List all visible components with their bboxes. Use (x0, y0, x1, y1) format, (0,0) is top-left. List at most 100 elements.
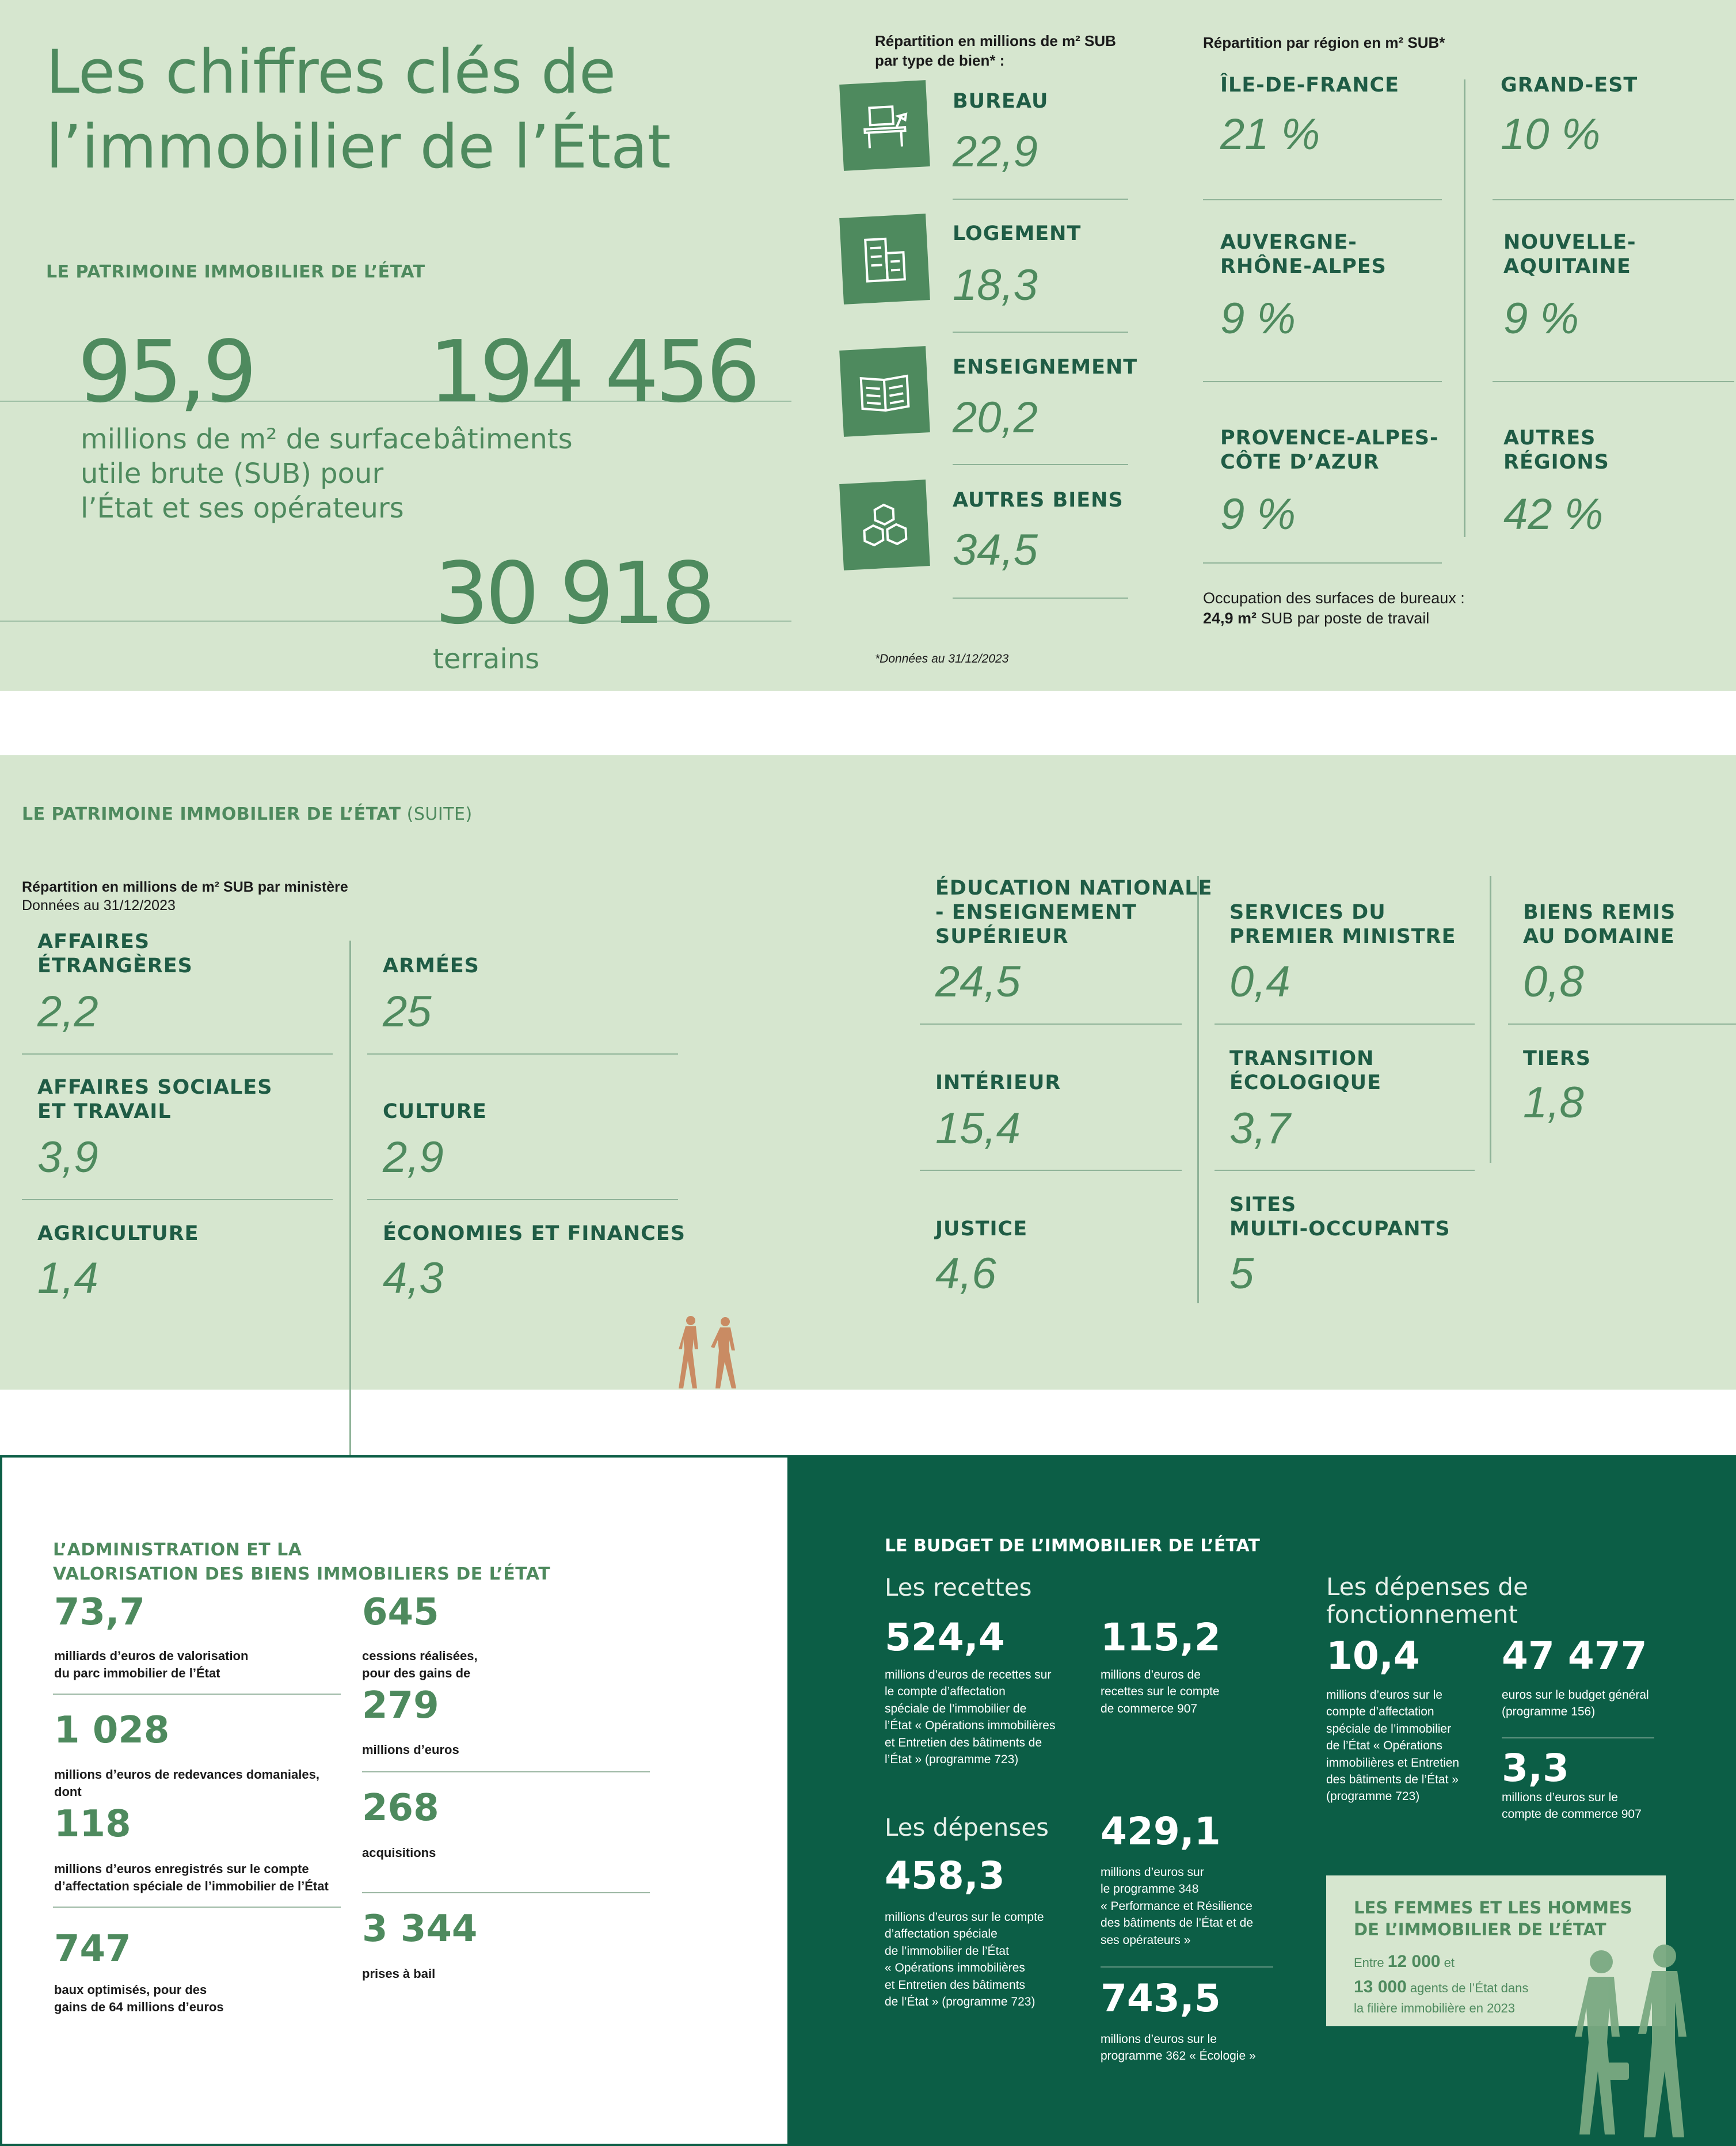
divider (53, 1907, 341, 1908)
ministries-panel: LE PATRIMOINE IMMOBILIER DE L’ÉTAT (SUIT… (0, 755, 1736, 1485)
divider (1197, 876, 1199, 1303)
admin-label: millions d’euros (362, 1742, 459, 1757)
section-label: LE PATRIMOINE IMMOBILIER DE L’ÉTAT (46, 262, 425, 282)
staff-text: Entre 12 000 et 13 000 agents de l’État … (1354, 1952, 1529, 2015)
walking-people-illustration (1575, 1945, 1686, 2137)
region-value-idf: 21 % (1220, 110, 1320, 159)
divider (1464, 79, 1465, 537)
ministry-label: SITES MULTI-OCCUPANTS (1229, 1193, 1451, 1241)
divider (1490, 876, 1491, 1163)
divider (1493, 199, 1734, 200)
admin-label: milliards d’euros de valorisation du par… (54, 1649, 249, 1680)
ministry-value: 25 (383, 987, 432, 1036)
ministry-label: ARMÉES (383, 954, 479, 977)
type-label-logement: LOGEMENT (953, 222, 1082, 245)
divider (0, 621, 791, 622)
region-value-paca: 9 % (1220, 490, 1296, 539)
region-label-autres: AUTRES RÉGIONS (1503, 427, 1609, 474)
ministry-label: TRANSITION ÉCOLOGIQUE (1229, 1047, 1381, 1094)
region-label-paca: PROVENCE-ALPES- CÔTE D’AZUR (1220, 427, 1439, 474)
budget-label: millions d’euros sur le compte d’affecta… (1326, 1688, 1460, 1803)
divider (953, 464, 1128, 465)
type-label-bureau: BUREAU (953, 90, 1049, 113)
ministry-value: 4,3 (383, 1254, 444, 1303)
stat-label-buildings: bâtiments (433, 423, 573, 455)
section-label: L’ADMINISTRATION ET LA VALORISATION DES … (53, 1540, 551, 1584)
ministry-label: BIENS REMIS AU DOMAINE (1523, 901, 1676, 948)
budget-value: 458,3 (885, 1854, 1005, 1898)
region-label-na: NOUVELLE- AQUITAINE (1503, 231, 1636, 278)
type-heading: Répartition en millions de m² SUB par ty… (875, 32, 1116, 69)
footnote: *Données au 31/12/2023 (875, 652, 1009, 665)
stat-label-sub: millions de m² de surface utile brute (S… (81, 423, 432, 524)
budget-panel: LE BUDGET DE L’IMMOBILIER DE L’ÉTAT Les … (790, 1455, 1736, 2146)
admin-value: 118 (54, 1803, 131, 1846)
divider (953, 332, 1128, 333)
type-label-autres: AUTRES BIENS (953, 489, 1124, 512)
boxes-icon (839, 480, 930, 570)
budget-label: millions d’euros sur le programme 362 « … (1101, 2033, 1256, 2063)
ministry-value: 3,9 (37, 1133, 98, 1182)
divider (22, 1053, 333, 1055)
divider (53, 1694, 341, 1695)
building-icon (839, 214, 930, 305)
ministry-label: JUSTICE (935, 1217, 1028, 1241)
divider (1215, 1170, 1475, 1171)
ministry-label: AFFAIRES SOCIALES ET TRAVAIL (37, 1076, 273, 1123)
staff-title: LES FEMMES ET LES HOMMES DE L’IMMOBILIER… (1354, 1898, 1632, 1939)
section-label: LE PATRIMOINE IMMOBILIER DE L’ÉTAT (SUIT… (22, 804, 473, 824)
depenses-heading: Les dépenses (885, 1813, 1049, 1841)
ministry-value: 0,4 (1229, 957, 1290, 1006)
divider (367, 1199, 678, 1200)
admin-label: prises à bail (362, 1966, 436, 1981)
ministry-value: 2,2 (37, 987, 98, 1036)
type-value-enseignement: 20,2 (953, 393, 1038, 442)
admin-label: millions d’euros enregistrés sur le comp… (54, 1862, 329, 1893)
admin-label: acquisitions (362, 1846, 436, 1860)
budget-value: 524,4 (885, 1615, 1005, 1660)
budget-value: 47 477 (1502, 1634, 1647, 1678)
ministry-label: ÉDUCATION NATIONALE - ENSEIGNEMENT SUPÉR… (935, 877, 1213, 948)
budget-label: euros sur le budget général (programme 1… (1502, 1688, 1649, 1719)
ministry-label: AFFAIRES ÉTRANGÈRES (37, 930, 193, 977)
divider (1502, 1737, 1654, 1738)
budget-label: millions d’euros de recettes sur le comp… (1101, 1668, 1220, 1715)
ministry-value: 0,8 (1523, 957, 1584, 1006)
budget-label: millions d’euros sur le programme 348 « … (1101, 1866, 1253, 1947)
region-value-na: 9 % (1503, 294, 1579, 343)
divider (1203, 381, 1442, 382)
book-icon (839, 346, 930, 437)
ministry-value: 4,6 (935, 1249, 996, 1298)
admin-value: 1 028 (54, 1709, 170, 1752)
recettes-heading: Les recettes (885, 1573, 1032, 1601)
region-value-grand-est: 10 % (1501, 110, 1601, 159)
admin-value: 3 344 (362, 1908, 478, 1950)
ministry-label: SERVICES DU PREMIER MINISTRE (1229, 901, 1456, 948)
office-occupation: Occupation des surfaces de bureaux : 24,… (1203, 589, 1465, 627)
page-title: Les chiffres clés de l’immobilier de l’É… (46, 37, 671, 182)
region-label-idf: ÎLE-DE-FRANCE (1220, 74, 1400, 97)
budget-value: 115,2 (1101, 1615, 1221, 1660)
admin-label: millions d’euros de redevances domaniale… (54, 1767, 319, 1799)
region-label-ara: AUVERGNE- RHÔNE-ALPES (1220, 231, 1387, 278)
admin-value: 279 (362, 1684, 439, 1727)
administration-panel: L’ADMINISTRATION ET LA VALORISATION DES … (0, 1455, 790, 2146)
ministry-label: INTÉRIEUR (935, 1071, 1061, 1094)
staff-box: LES FEMMES ET LES HOMMES DE L’IMMOBILIER… (1326, 1875, 1666, 2026)
key-figures-panel: Les chiffres clés de l’immobilier de l’É… (0, 0, 1736, 691)
budget-label: millions d’euros de recettes sur le comp… (885, 1668, 1056, 1766)
divider (349, 941, 351, 1485)
ministry-value: 1,8 (1523, 1078, 1584, 1127)
ministry-value: 15,4 (935, 1104, 1021, 1153)
ministry-label: ÉCONOMIES ET FINANCES (383, 1222, 686, 1245)
region-label-grand-est: GRAND-EST (1501, 74, 1638, 97)
divider (0, 401, 791, 402)
divider (1101, 1966, 1273, 1968)
divider (920, 1170, 1182, 1171)
divider (1508, 1023, 1736, 1025)
region-heading: Répartition par région en m² SUB* (1203, 34, 1445, 51)
type-label-enseignement: ENSEIGNEMENT (953, 356, 1138, 379)
desk-lamp-icon (839, 80, 930, 171)
fonctionnement-heading: Les dépenses de fonctionnement (1326, 1573, 1528, 1629)
stat-value-land: 30 918 (435, 544, 715, 643)
